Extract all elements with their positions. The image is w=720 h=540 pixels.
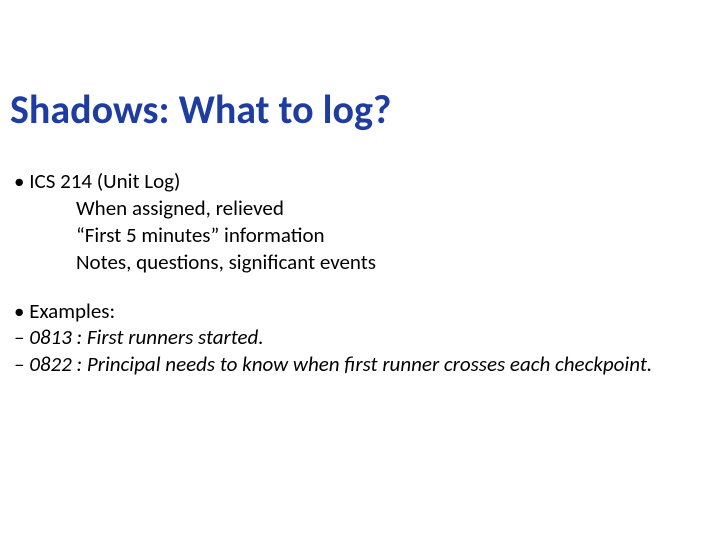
example-0822: – 0822 : Principal needs to know when fi… xyxy=(14,351,704,378)
sub-assigned: When assigned, relieved xyxy=(76,195,704,222)
example-0813: – 0813 : First runners started. xyxy=(14,324,704,351)
sub-notes: Notes, questions, significant events xyxy=(76,249,704,276)
slide-title: Shadows: What to log? xyxy=(10,88,391,132)
sub-first5: “First 5 minutes” information xyxy=(76,222,704,249)
bullet-examples: • Examples: xyxy=(14,298,704,325)
slide: Shadows: What to log? • ICS 214 (Unit Lo… xyxy=(0,0,720,540)
spacer xyxy=(14,276,704,298)
slide-body: • ICS 214 (Unit Log) When assigned, reli… xyxy=(14,168,704,378)
bullet-ics214: • ICS 214 (Unit Log) xyxy=(14,168,704,195)
